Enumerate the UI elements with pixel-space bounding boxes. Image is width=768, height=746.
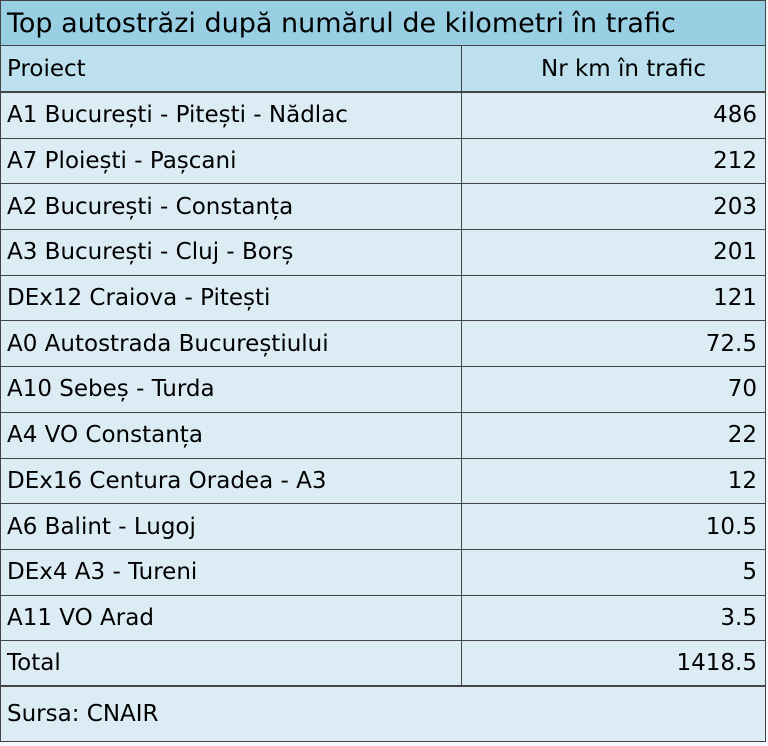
row-value: 22 [727, 422, 757, 449]
table-row: A6 Balint - Lugoj 10.5 [0, 504, 766, 550]
row-name: A0 Autostrada Bucureștiului [1, 321, 462, 367]
table-row: DEx4 A3 - Tureni 5 [0, 549, 766, 596]
table-row: DEx12 Craiova - Pitești 121 [0, 275, 766, 322]
total-row: Total 1418.5 [0, 641, 766, 687]
table-row: A0 Autostrada Bucureștiului 72.5 [0, 321, 766, 368]
table-row: A2 București - Constanța 203 [0, 184, 766, 231]
table-row: DEx16 Centura Oradea - A3 12 [0, 458, 766, 505]
row-value: 212 [713, 148, 757, 175]
row-name: A10 Sebeș - Turda [1, 367, 462, 412]
row-name: A4 VO Constanța [1, 412, 462, 458]
table-row: A7 Ploiești - Pașcani 212 [0, 138, 766, 185]
row-value: 12 [727, 467, 757, 494]
row-value: 201 [713, 239, 757, 266]
total-value: 1418.5 [676, 650, 757, 677]
table-row: A4 VO Constanța 22 [0, 412, 766, 459]
row-name: DEx16 Centura Oradea - A3 [1, 458, 462, 504]
row-name: A3 București - Cluj - Borș [1, 230, 462, 275]
row-name: DEx12 Craiova - Pitești [1, 275, 462, 321]
table-title: Top autostrăzi după numărul de kilometri… [0, 0, 766, 46]
source-note: Sursa: CNAIR [0, 686, 766, 742]
row-value: 72.5 [705, 330, 757, 357]
row-value: 5 [742, 559, 757, 586]
row-name: A1 București - Pitești - Nădlac [1, 93, 462, 138]
row-name: A11 VO Arad [1, 595, 462, 641]
header-project: Proiect [1, 46, 462, 91]
header-km: Nr km în trafic [541, 55, 706, 82]
header-row: Proiect Nr km în trafic [0, 46, 766, 93]
table-row: A11 VO Arad 3.5 [0, 595, 766, 642]
row-value: 10.5 [705, 513, 757, 540]
row-name: A7 Ploiești - Pașcani [1, 138, 462, 184]
table-row: A10 Sebeș - Turda 70 [0, 367, 766, 413]
row-value: 70 [727, 376, 757, 403]
row-name: A2 București - Constanța [1, 184, 462, 230]
total-label: Total [1, 641, 462, 685]
row-value: 3.5 [720, 604, 757, 631]
row-value: 486 [713, 102, 757, 129]
row-value: 121 [713, 285, 757, 312]
table-row: A1 București - Pitești - Nădlac 486 [0, 93, 766, 139]
row-name: DEx4 A3 - Tureni [1, 549, 462, 595]
table-row: A3 București - Cluj - Borș 201 [0, 230, 766, 276]
row-name: A6 Balint - Lugoj [1, 504, 462, 549]
row-value: 203 [713, 193, 757, 220]
